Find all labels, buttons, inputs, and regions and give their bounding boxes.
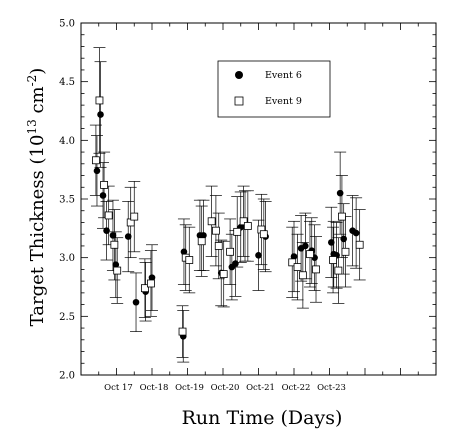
data-point-event-6 [103, 227, 110, 234]
y-axis-title-main: Target Thickness (10 [27, 135, 48, 327]
data-point-event-6 [200, 232, 207, 239]
data-point-event-6 [112, 261, 120, 269]
data-point-event-9 [341, 247, 350, 256]
data-point-event-9 [243, 222, 252, 230]
data-point-event-9 [219, 270, 228, 278]
x-tick-label: Oct-21 [246, 383, 275, 393]
y-axis-title-close: ) [27, 68, 48, 75]
x-axis: Oct 17 Oct-18 Oct-19 Oct-20 Oct-21 Oct-22 Oct-… [104, 383, 346, 393]
data-point-event-9 [334, 266, 343, 275]
data-point-event-9 [239, 217, 248, 226]
data-point-event-6 [302, 242, 309, 250]
data-point-event-9 [355, 240, 364, 249]
data-points [92, 96, 364, 340]
y-tick-label: 3.0 [59, 253, 75, 264]
data-point-event-6 [352, 229, 360, 237]
data-point-event-9 [140, 284, 149, 293]
y-tick-label: 2.5 [59, 312, 75, 323]
data-point-event-9 [207, 217, 216, 226]
legend-box [217, 60, 331, 118]
data-point-event-6 [336, 189, 344, 197]
legend-marker-event-9 [234, 96, 244, 106]
y-tick-label: 2.0 [59, 371, 75, 382]
y-axis: 2.0 2.5 3.0 3.5 4.0 4.5 5.0 [59, 19, 75, 382]
legend: Event 6 Event 9 [217, 60, 331, 118]
data-point-event-6 [290, 253, 298, 260]
y-tick-label: 5.0 [59, 19, 75, 30]
data-point-event-9 [211, 226, 220, 235]
legend-marker-event-6 [235, 71, 243, 79]
data-point-event-9 [329, 256, 337, 264]
data-point-event-9 [130, 212, 139, 221]
data-point-event-6 [109, 232, 117, 239]
x-tick-label: Oct-20 [211, 383, 240, 393]
data-point-event-9 [92, 156, 100, 165]
data-point-event-9 [95, 96, 104, 105]
y-axis-title-unit-exp: -2 [25, 75, 39, 87]
data-point-event-9 [178, 327, 187, 336]
data-point-event-9 [298, 271, 307, 280]
x-tick-label: Oct-23 [317, 383, 346, 393]
x-tick-label: Oct-18 [140, 383, 169, 393]
data-point-event-9 [312, 265, 320, 274]
data-point-event-9 [338, 212, 346, 221]
x-tick-label: Oct 17 [104, 383, 133, 393]
data-point-event-6 [97, 111, 104, 118]
data-point-event-9 [306, 250, 314, 259]
data-point-event-6 [180, 248, 188, 256]
plot-frame [80, 22, 437, 376]
data-point-event-9 [110, 240, 119, 249]
data-point-event-9 [113, 266, 122, 275]
x-tick-label: Oct-22 [282, 383, 311, 393]
x-tick-label: Oct-19 [175, 383, 204, 393]
data-point-event-9 [288, 258, 297, 267]
y-tick-label: 3.5 [59, 195, 75, 206]
data-point-event-6 [255, 252, 262, 259]
y-tick-label: 4.5 [59, 77, 75, 88]
data-point-event-9 [147, 279, 155, 288]
y-axis-title-exp: 13 [25, 119, 39, 134]
data-point-event-9 [214, 242, 223, 250]
data-point-event-9 [104, 211, 113, 220]
data-point-event-6 [99, 192, 107, 199]
data-point-event-6 [124, 233, 132, 240]
y-axis-title-unit: cm [27, 86, 48, 119]
data-point-event-6 [327, 239, 335, 246]
x-axis-title: Run Time (Days) [182, 407, 343, 429]
data-point-event-6 [148, 274, 156, 281]
data-point-event-6 [340, 235, 348, 243]
data-point-event-9 [185, 256, 194, 264]
y-tick-label: 4.0 [59, 136, 75, 147]
legend-label-event-9: Event 9 [265, 96, 302, 107]
y-axis-title: Target Thickness (1013 cm-2) [25, 68, 48, 327]
data-point-event-9 [293, 263, 302, 271]
data-point-event-6 [93, 167, 101, 175]
data-point-event-9 [197, 237, 206, 246]
data-point-event-6 [232, 260, 239, 267]
data-point-event-9 [100, 181, 108, 189]
data-point-event-9 [226, 247, 235, 256]
legend-label-event-6: Event 6 [265, 70, 302, 81]
data-point-event-9 [233, 227, 242, 236]
data-point-event-6 [132, 298, 140, 306]
data-point-event-9 [259, 230, 268, 239]
